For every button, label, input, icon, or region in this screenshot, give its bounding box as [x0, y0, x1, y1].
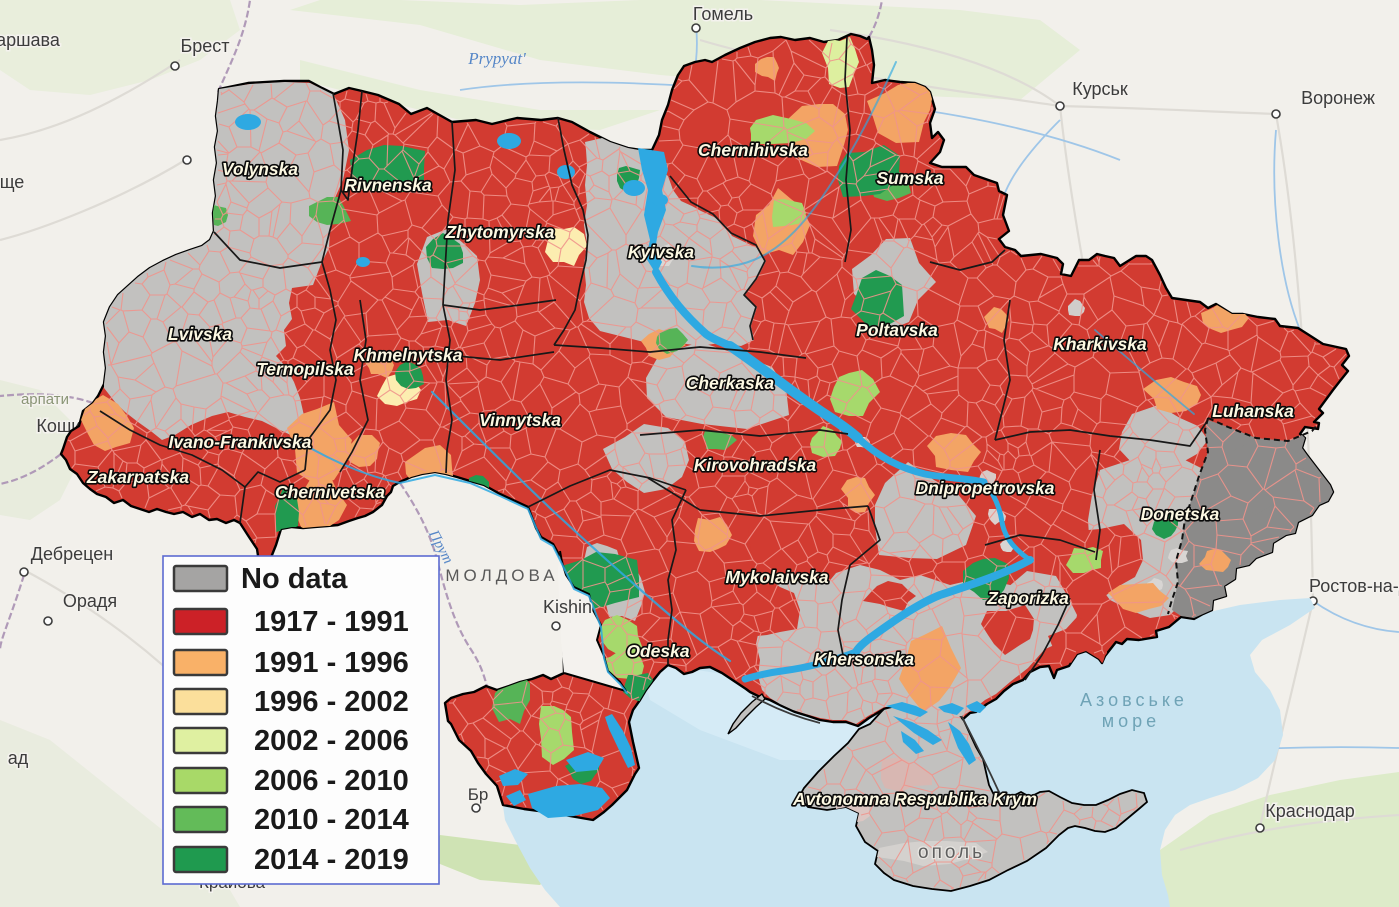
svg-text:Kharkivska: Kharkivska — [1053, 334, 1147, 354]
svg-text:Avtonomna Respublika Krym: Avtonomna Respublika Krym — [792, 789, 1037, 809]
svg-text:море: море — [1102, 711, 1160, 731]
svg-text:Volynska: Volynska — [222, 159, 298, 179]
svg-text:Chernihivska: Chernihivska — [698, 140, 808, 160]
svg-text:Дебрецен: Дебрецен — [31, 544, 113, 564]
svg-text:Брест: Брест — [180, 36, 229, 56]
svg-text:2002 - 2006: 2002 - 2006 — [254, 725, 409, 757]
svg-text:Vinnytska: Vinnytska — [479, 410, 561, 430]
svg-text:ще: ще — [0, 172, 24, 192]
svg-text:Азовське: Азовське — [1080, 690, 1188, 710]
svg-text:1991 - 1996: 1991 - 1996 — [254, 647, 409, 679]
svg-text:Zaporizka: Zaporizka — [986, 588, 1069, 608]
svg-text:Kirovohradska: Kirovohradska — [694, 455, 817, 475]
svg-text:1917 - 1991: 1917 - 1991 — [254, 606, 409, 638]
svg-text:Chernivetska: Chernivetska — [275, 482, 385, 502]
svg-text:Poltavska: Poltavska — [856, 320, 938, 340]
svg-text:Kishin: Kishin — [543, 597, 592, 617]
svg-text:Воронеж: Воронеж — [1301, 88, 1375, 108]
svg-text:Mykolaivska: Mykolaivska — [725, 567, 828, 587]
svg-text:Zhytomyrska: Zhytomyrska — [445, 222, 555, 242]
svg-text:Sumska: Sumska — [876, 168, 943, 188]
svg-text:2006 - 2010: 2006 - 2010 — [254, 765, 409, 797]
svg-text:ад: ад — [8, 748, 29, 768]
svg-text:Ростов-на-Д: Ростов-на-Д — [1309, 576, 1399, 596]
svg-text:Орадя: Орадя — [63, 591, 117, 611]
svg-text:Ivano-Frankivska: Ivano-Frankivska — [169, 432, 312, 452]
svg-text:ополь: ополь — [918, 842, 985, 863]
svg-text:Donetska: Donetska — [1141, 504, 1220, 524]
svg-text:Prypyat': Prypyat' — [467, 49, 526, 68]
svg-text:Dnipropetrovska: Dnipropetrovska — [915, 478, 1054, 498]
svg-text:МОЛДОВА: МОЛДОВА — [445, 566, 558, 585]
svg-text:1996 - 2002: 1996 - 2002 — [254, 686, 409, 718]
svg-text:2010 - 2014: 2010 - 2014 — [254, 804, 409, 836]
svg-text:Rivnenska: Rivnenska — [344, 175, 432, 195]
svg-text:аршава: аршава — [0, 30, 61, 50]
svg-text:Odeska: Odeska — [626, 641, 689, 661]
svg-text:Бр: Бр — [468, 785, 489, 804]
svg-text:Lvivska: Lvivska — [168, 324, 232, 344]
svg-text:Ternopilska: Ternopilska — [256, 359, 354, 379]
svg-text:Краснодар: Краснодар — [1265, 801, 1355, 821]
svg-text:арпати: арпати — [21, 391, 69, 408]
svg-text:Kyivska: Kyivska — [628, 242, 694, 262]
svg-text:Zakarpatska: Zakarpatska — [86, 467, 189, 487]
svg-text:Гомель: Гомель — [693, 4, 753, 24]
svg-text:Cherkaska: Cherkaska — [686, 373, 775, 393]
svg-text:2014 - 2019: 2014 - 2019 — [254, 844, 409, 876]
svg-text:Курськ: Курськ — [1072, 79, 1128, 99]
svg-text:Khmelnytska: Khmelnytska — [354, 345, 463, 365]
svg-text:Luhanska: Luhanska — [1212, 401, 1294, 421]
svg-text:No data: No data — [241, 563, 348, 595]
svg-text:Khersonska: Khersonska — [814, 649, 914, 669]
